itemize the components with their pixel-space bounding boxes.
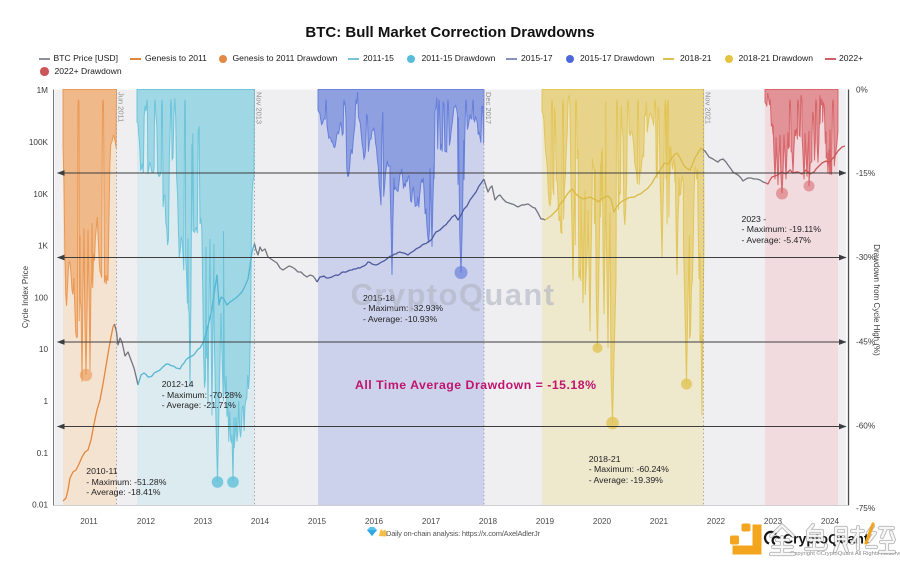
svg-text:2024: 2024: [821, 517, 840, 526]
svg-text:2012: 2012: [137, 517, 156, 526]
svg-text:-60%: -60%: [856, 421, 875, 430]
svg-text:0.01: 0.01: [32, 501, 48, 510]
svg-text:2022: 2022: [707, 517, 726, 526]
svg-text:0%: 0%: [856, 86, 868, 95]
svg-text:Dec 2017: Dec 2017: [484, 92, 493, 124]
svg-text:1K: 1K: [38, 242, 49, 251]
svg-text:0.1: 0.1: [37, 449, 49, 458]
svg-text:Jun 2011: Jun 2011: [117, 92, 126, 122]
svg-text:-75%: -75%: [856, 504, 875, 513]
svg-text:2016: 2016: [365, 517, 384, 526]
svg-text:-45%: -45%: [856, 338, 875, 347]
svg-text:Nov 2021: Nov 2021: [704, 92, 713, 124]
svg-text:Nov 2013: Nov 2013: [255, 92, 264, 124]
svg-text:2020: 2020: [593, 517, 612, 526]
svg-text:-15%: -15%: [856, 169, 875, 178]
svg-text:Drawdown from Cycle High (%): Drawdown from Cycle High (%): [872, 244, 881, 356]
svg-text:Copyright ©CryptoQuant All Rig: Copyright ©CryptoQuant All Rights Reserv…: [790, 550, 900, 557]
svg-text:10: 10: [39, 345, 49, 354]
svg-text:2021: 2021: [650, 517, 669, 526]
svg-text:2023: 2023: [764, 517, 783, 526]
svg-text:100: 100: [34, 293, 48, 302]
svg-text:2018: 2018: [479, 517, 498, 526]
svg-text:2014: 2014: [251, 517, 270, 526]
svg-text:2013: 2013: [194, 517, 213, 526]
svg-text:2011: 2011: [80, 517, 98, 526]
svg-text:100K: 100K: [29, 138, 49, 147]
svg-text:Cycle Index Price: Cycle Index Price: [21, 265, 30, 328]
svg-text:1: 1: [43, 397, 48, 406]
svg-text:1M: 1M: [37, 86, 49, 95]
svg-text:2015: 2015: [308, 517, 327, 526]
svg-text:2017: 2017: [422, 517, 441, 526]
svg-text:10K: 10K: [33, 190, 48, 199]
svg-text:-30%: -30%: [856, 253, 875, 262]
svg-text:2019: 2019: [536, 517, 555, 526]
